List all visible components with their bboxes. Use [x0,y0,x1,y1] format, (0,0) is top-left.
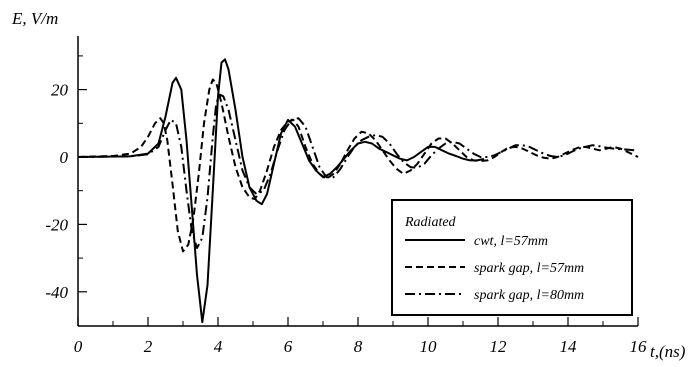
ticks: 0 2 4 6 8 10 12 14 16 -40 -20 0 20 [45,55,648,356]
y-tick-label: -40 [45,283,68,302]
x-tick-label: 14 [560,337,578,356]
x-tick-label: 6 [284,337,293,356]
legend-box [391,199,633,316]
legend-title: Radiated [404,215,457,230]
x-tick-label: 12 [490,337,508,356]
x-tick-label: 16 [630,337,648,356]
x-tick-label: 8 [354,337,363,356]
x-tick-label: 0 [74,337,83,356]
series-line-2 [77,78,639,253]
series-line-1 [77,58,485,324]
x-axis-title: t,(ns) [650,342,686,361]
y-axis-title: E, V/m [11,9,58,28]
x-tick-label: 4 [214,337,223,356]
series-line-3 [77,93,638,249]
legend: Radiated cwt, l=57mm spark gap, l=57mm spa… [391,199,633,316]
y-tick-label: -20 [45,215,68,234]
legend-label-1: cwt, l=57mm [474,234,548,249]
legend-label-2: spark gap, l=57mm [474,261,584,276]
y-tick-label: 20 [51,81,69,100]
x-tick-label: 10 [420,337,438,356]
y-tick-label: 0 [60,148,69,167]
legend-label-3: spark gap, l=80mm [474,288,584,303]
x-tick-label: 2 [144,337,153,356]
series-lines [77,58,639,324]
